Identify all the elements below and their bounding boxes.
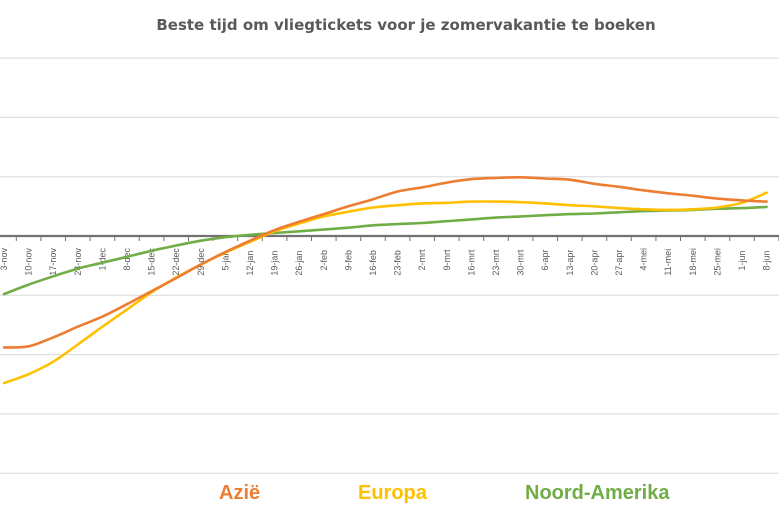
x-tick-label: 27-apr: [614, 250, 624, 276]
series-lines: [2, 175, 768, 385]
x-tick-label: 26-jan: [294, 251, 304, 276]
x-tick-label: 23-feb: [393, 250, 403, 276]
series-line-azi: [2, 175, 768, 349]
x-tick-label: 9-mrt: [442, 249, 452, 270]
x-tick-label: 1-jun: [737, 250, 747, 270]
x-tick-label: 25-mei: [712, 248, 722, 276]
x-tick-label: 16-feb: [368, 250, 378, 276]
x-tick-label: 18-mei: [688, 248, 698, 276]
x-tick-label: 9-feb: [343, 250, 353, 271]
x-tick-label: 3-nov: [0, 247, 9, 270]
series-line-europa: [2, 191, 768, 385]
x-axis: 3-nov 10-nov 17-nov 24-nov 1-dec 8-dec 15-dec 2…: [0, 236, 779, 276]
x-tick-label: 16-mrt: [466, 249, 476, 276]
x-tick-label: 20-apr: [589, 250, 599, 276]
x-tick-label: 6-apr: [540, 249, 550, 270]
x-tick-label: 15-dec: [147, 248, 157, 276]
x-tick-label: 2-mrt: [417, 249, 427, 270]
series-line-noord-amerika: [2, 205, 768, 296]
legend-item-azie: Azië: [219, 482, 261, 504]
x-tick-label: 8-jun: [762, 250, 772, 270]
x-tick-label: 8-dec: [122, 247, 132, 270]
x-tick-label: 29-dec: [196, 248, 206, 276]
x-tick-label: 24-nov: [73, 248, 83, 276]
legend-item-noord-amerika: Noord-Amerika: [525, 482, 670, 504]
x-tick-label: 22-dec: [171, 248, 181, 276]
x-tick-label: 17-nov: [48, 248, 58, 276]
x-tick-label: 12-jan: [245, 251, 255, 276]
x-tick-label: 10-nov: [24, 248, 34, 276]
x-tick-label: 4-mei: [639, 248, 649, 271]
x-tick-label: 1-dec: [97, 247, 107, 270]
x-tick-label: 30-mrt: [516, 249, 526, 276]
gridlines: [0, 57, 779, 474]
x-tick-label: 5-jan: [220, 250, 230, 270]
x-tick-label: 19-jan: [270, 251, 280, 276]
x-tick-label: 11-mei: [663, 249, 673, 276]
legend-item-europa: Europa: [358, 482, 427, 504]
chart-title: Beste tijd om vliegtickets voor je zomer…: [156, 16, 656, 34]
x-tick-label: 2-feb: [319, 250, 329, 271]
x-tick-label: 23-mrt: [491, 249, 501, 276]
x-tick-label: 13-apr: [565, 250, 575, 276]
